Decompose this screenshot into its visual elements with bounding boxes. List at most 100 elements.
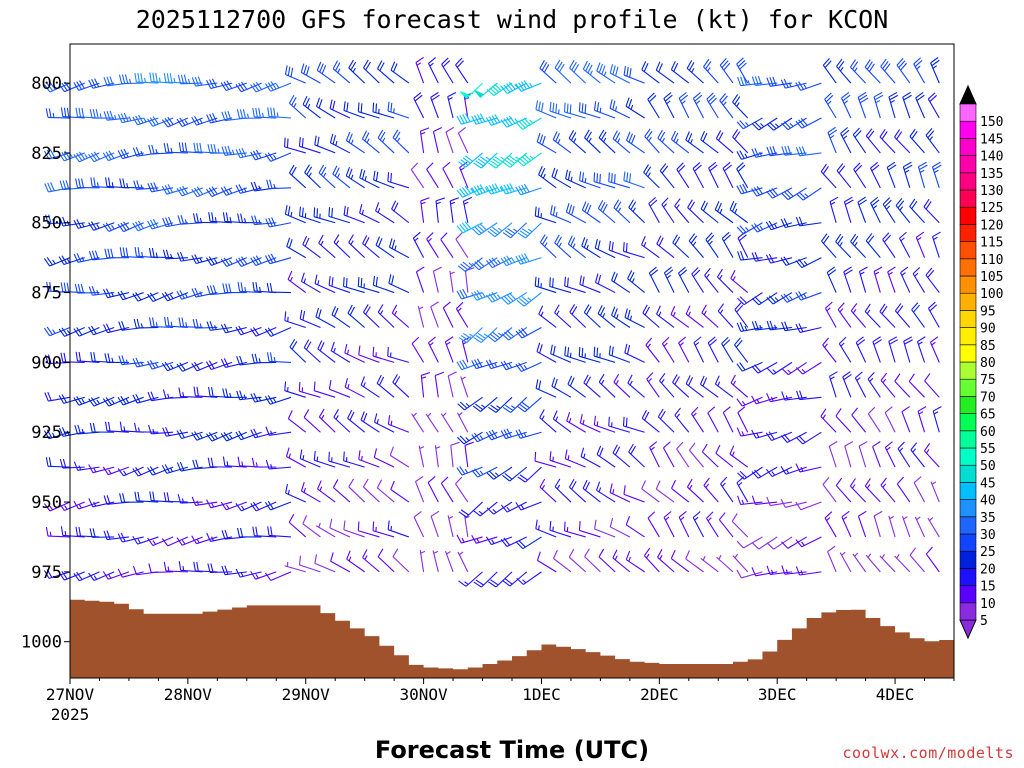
barb-full bbox=[435, 371, 445, 377]
barb-full bbox=[361, 130, 368, 140]
barb-full bbox=[857, 196, 866, 203]
barb-shaft bbox=[700, 383, 719, 398]
barb-shaft bbox=[655, 488, 675, 503]
barb-full bbox=[740, 250, 745, 260]
barb-shaft bbox=[671, 69, 690, 84]
wind-barb bbox=[207, 563, 233, 574]
barb-full bbox=[502, 406, 512, 413]
barb-half bbox=[493, 362, 498, 368]
wind-barb bbox=[163, 492, 188, 503]
barb-full bbox=[197, 76, 202, 86]
barb-shaft bbox=[224, 465, 247, 468]
wind-barb bbox=[707, 406, 719, 433]
barb-shaft bbox=[166, 222, 188, 228]
wind-barb bbox=[720, 476, 734, 503]
barb-shaft bbox=[93, 571, 115, 582]
barb-half bbox=[494, 472, 500, 477]
barb-shaft bbox=[495, 571, 513, 588]
credit-link[interactable]: coolwx.com/modelts bbox=[842, 744, 1014, 762]
barb-full bbox=[78, 178, 82, 188]
barb-shaft bbox=[568, 556, 587, 573]
barb-shaft bbox=[784, 571, 807, 575]
barb-full bbox=[518, 540, 526, 548]
barb-full bbox=[599, 174, 601, 184]
wind-barb bbox=[582, 479, 601, 503]
wind-barb bbox=[583, 304, 601, 328]
barb-full bbox=[250, 84, 257, 93]
barb-full bbox=[909, 198, 916, 207]
wind-barb bbox=[419, 127, 430, 154]
barb-full bbox=[656, 235, 662, 245]
wind-barb bbox=[515, 80, 542, 92]
barb-shaft bbox=[48, 431, 71, 440]
barb-full bbox=[595, 481, 601, 491]
barb-shaft bbox=[539, 241, 557, 259]
barb-full bbox=[836, 58, 843, 67]
barb-full bbox=[80, 283, 85, 294]
barb-full bbox=[506, 117, 513, 126]
barb-full bbox=[549, 101, 552, 112]
barb-full bbox=[393, 202, 399, 212]
barb-shaft bbox=[822, 344, 837, 363]
barb-shaft bbox=[47, 465, 71, 468]
barb-shaft bbox=[687, 486, 704, 503]
barb-shaft bbox=[554, 312, 572, 328]
wind-barb bbox=[692, 92, 705, 119]
barb-full bbox=[49, 149, 56, 158]
wind-barb bbox=[534, 451, 557, 468]
wind-barb bbox=[929, 336, 940, 363]
barb-full bbox=[599, 447, 604, 457]
barb-full bbox=[363, 412, 368, 422]
barb-shaft bbox=[611, 314, 631, 328]
barb-half bbox=[567, 455, 570, 460]
barb-full bbox=[133, 318, 137, 329]
barb-full bbox=[585, 376, 592, 386]
barb-shaft bbox=[358, 458, 380, 468]
wind-barb bbox=[751, 117, 778, 131]
barb-full bbox=[644, 128, 651, 137]
barb-full bbox=[176, 462, 182, 472]
barb-shaft bbox=[239, 290, 262, 294]
barb-full bbox=[593, 346, 596, 357]
barb-full bbox=[841, 129, 850, 137]
barb-half bbox=[842, 516, 848, 521]
barb-shaft bbox=[596, 70, 616, 84]
wind-barb bbox=[264, 500, 292, 511]
barb-full bbox=[329, 518, 333, 529]
wind-barb bbox=[434, 371, 445, 398]
wind-barb bbox=[736, 57, 749, 84]
barb-shaft bbox=[931, 166, 940, 189]
wind-barb bbox=[780, 466, 807, 475]
barb-shaft bbox=[226, 431, 248, 442]
barb-half bbox=[465, 437, 470, 442]
barb-full bbox=[450, 441, 460, 446]
wind-barb bbox=[873, 510, 883, 538]
barb-shaft bbox=[270, 152, 292, 162]
barb-full bbox=[768, 431, 775, 440]
barb-shaft bbox=[269, 396, 292, 405]
barb-half bbox=[500, 156, 506, 161]
wind-barb bbox=[613, 373, 631, 398]
barb-full bbox=[463, 332, 472, 340]
barb-shaft bbox=[852, 553, 867, 573]
barb-shaft bbox=[389, 246, 410, 259]
barb-full bbox=[540, 167, 546, 177]
wind-barb bbox=[624, 308, 645, 328]
barb-full bbox=[373, 170, 376, 181]
wind-barb bbox=[593, 172, 616, 189]
wind-barb bbox=[820, 163, 837, 189]
barb-full bbox=[117, 223, 124, 232]
barb-full bbox=[736, 304, 744, 313]
barb-full bbox=[569, 59, 575, 69]
barb-half bbox=[261, 112, 264, 118]
barb-full bbox=[521, 401, 530, 409]
barb-full bbox=[753, 223, 761, 232]
barb-full bbox=[137, 73, 140, 83]
barb-full bbox=[66, 282, 70, 292]
barb-shaft bbox=[180, 396, 203, 398]
wind-barb bbox=[828, 441, 838, 468]
barb-half bbox=[350, 139, 354, 145]
barb-full bbox=[613, 199, 620, 208]
wind-barb bbox=[149, 491, 174, 503]
barb-shaft bbox=[412, 237, 425, 258]
